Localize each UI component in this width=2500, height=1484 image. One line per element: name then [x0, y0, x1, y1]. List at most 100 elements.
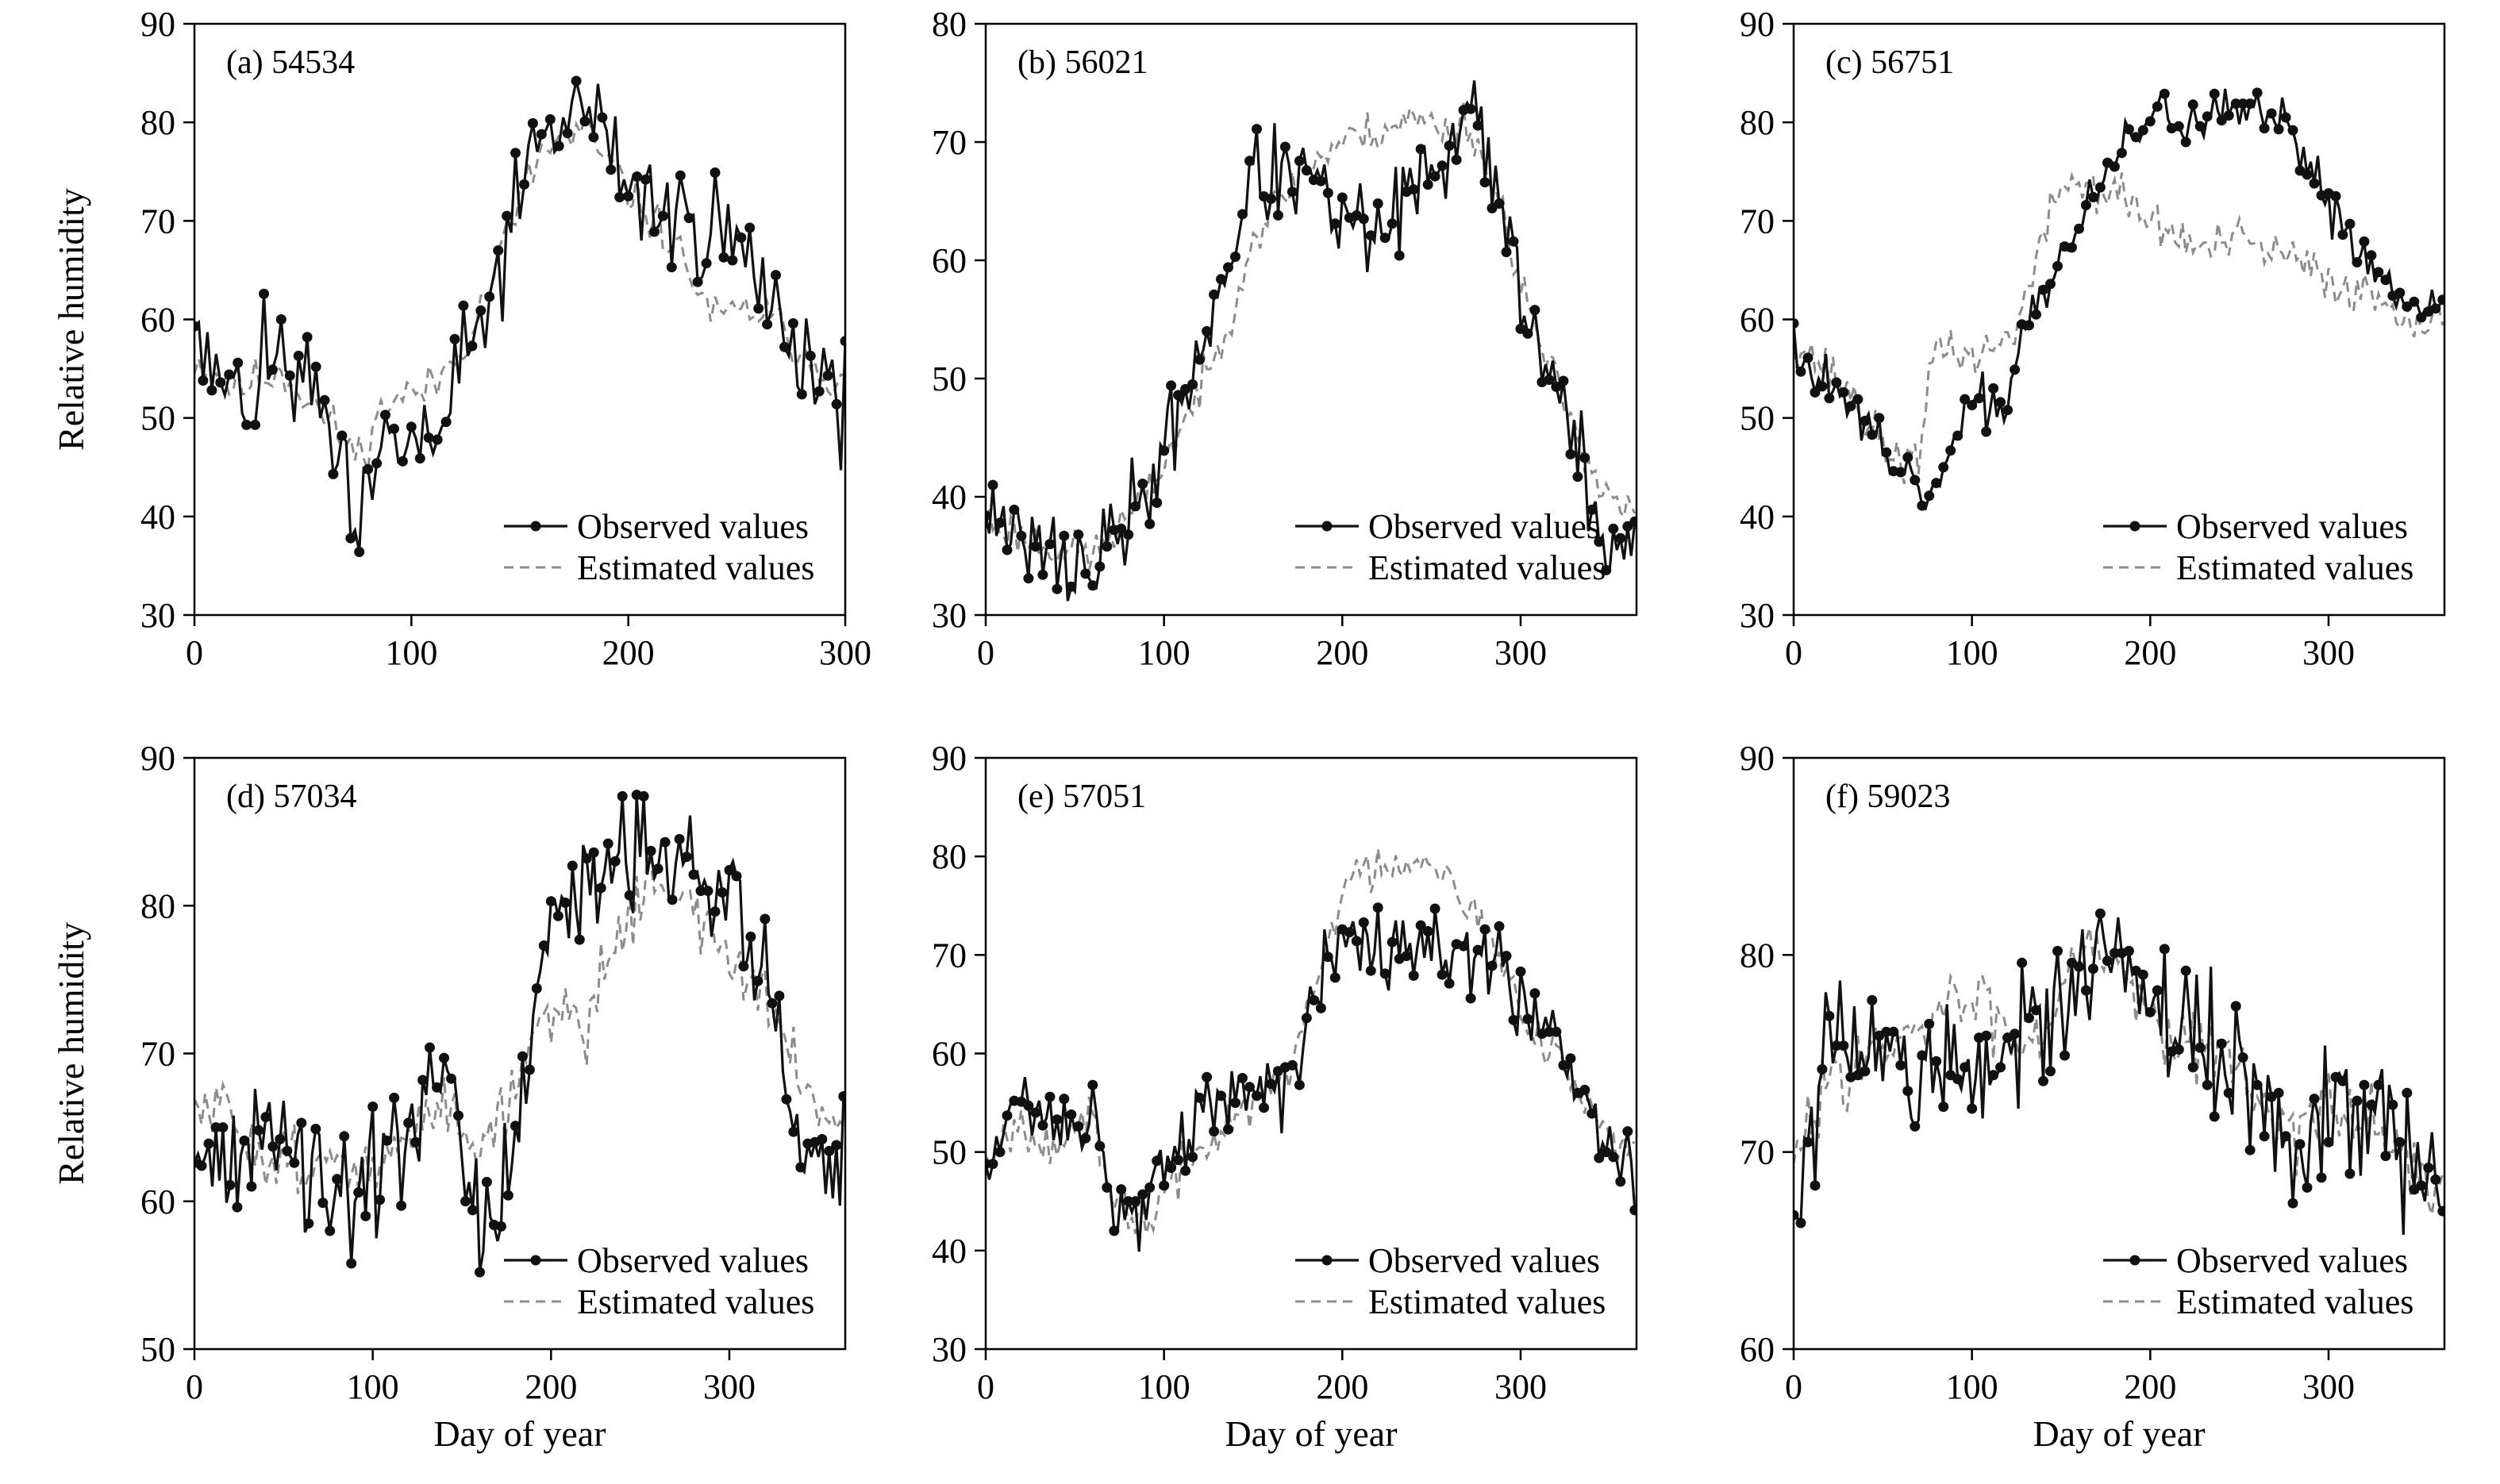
y-tick-label: 50: [140, 399, 175, 438]
observed-point: [731, 871, 742, 882]
estimated-series-line: [986, 102, 1637, 571]
observed-point: [2394, 1136, 2406, 1148]
observed-point: [1059, 530, 1070, 541]
observed-point: [2074, 223, 2084, 234]
observed-point: [432, 434, 443, 445]
x-tick-label: 100: [1946, 1367, 1998, 1406]
observed-point: [1579, 1084, 1590, 1095]
observed-point: [1902, 452, 1913, 463]
observed-point: [2109, 161, 2120, 172]
observed-point: [1329, 218, 1340, 229]
observed-point: [2273, 124, 2284, 135]
observed-point: [2045, 1066, 2056, 1077]
observed-point: [1579, 452, 1590, 463]
observed-point: [233, 357, 244, 368]
observed-point: [1910, 1121, 1921, 1132]
observed-point: [602, 838, 613, 849]
y-tick-label: 80: [140, 886, 175, 925]
observed-point: [1202, 1071, 1213, 1082]
observed-point: [1002, 544, 1013, 556]
observed-point: [1137, 479, 1148, 490]
observed-point: [2123, 945, 2134, 956]
observed-point: [1287, 186, 1298, 198]
observed-point: [1187, 1151, 1198, 1163]
observed-point: [1066, 581, 1077, 592]
observed-point: [2152, 101, 2163, 112]
observed-point: [717, 887, 728, 898]
observed-series-line: [1794, 913, 2444, 1236]
y-tick-label: 70: [140, 202, 175, 240]
observed-point: [1881, 447, 1892, 458]
observed-point: [397, 456, 408, 467]
observed-point: [1422, 926, 1433, 936]
observed-point: [1358, 213, 1369, 225]
observed-point: [1917, 500, 1928, 511]
observed-point: [1817, 1063, 1828, 1075]
observed-point: [2094, 182, 2106, 193]
observed-point: [571, 75, 582, 87]
y-tick-label: 90: [1740, 5, 1775, 44]
observed-point: [1130, 501, 1141, 512]
y-tick-label: 70: [1740, 1133, 1775, 1172]
observed-point: [1515, 966, 1526, 977]
x-axis-title: Day of year: [2033, 1413, 2205, 1454]
observed-point: [1173, 1155, 1184, 1166]
observed-point: [196, 1160, 207, 1171]
observed-point: [410, 1136, 421, 1148]
observed-point: [467, 340, 478, 352]
observed-point: [2437, 1205, 2444, 1217]
observed-point: [527, 117, 538, 129]
observed-point: [795, 1162, 806, 1173]
panel-title: (c) 56751: [1825, 44, 1954, 81]
observed-point: [380, 409, 390, 421]
observed-point: [241, 419, 252, 430]
observed-point: [787, 318, 798, 329]
observed-point: [771, 270, 781, 281]
observed-point: [2402, 1087, 2413, 1098]
observed-point: [987, 1159, 998, 1170]
observed-point: [544, 113, 556, 125]
legend-observed-marker: [2129, 1255, 2140, 1266]
observed-point: [1279, 141, 1290, 152]
x-tick-label: 100: [385, 633, 437, 672]
y-tick-label: 40: [932, 1232, 967, 1271]
observed-point: [2024, 320, 2034, 331]
observed-point: [2323, 1136, 2334, 1148]
observed-point: [215, 377, 226, 388]
observed-point: [2344, 1168, 2356, 1179]
legend-observed-marker: [1321, 1255, 1333, 1266]
observed-point: [353, 1187, 364, 1198]
legend-observed-label: Observed values: [2176, 507, 2408, 546]
observed-point: [317, 1198, 329, 1209]
observed-point: [1266, 194, 1276, 204]
observed-point: [1002, 1110, 1013, 1121]
observed-point: [624, 890, 635, 901]
observed-point: [2102, 955, 2113, 967]
x-tick-label: 200: [1316, 633, 1368, 672]
y-tick-label: 80: [140, 103, 175, 142]
observed-point: [2223, 110, 2234, 121]
observed-point: [1044, 539, 1056, 550]
observed-point: [467, 1205, 478, 1216]
observed-point: [1594, 536, 1605, 548]
observed-point: [1252, 1090, 1262, 1101]
observed-point: [2302, 169, 2313, 180]
observed-point: [674, 833, 685, 844]
observed-point: [267, 1141, 279, 1152]
observed-point: [510, 148, 521, 159]
y-tick-label: 90: [932, 739, 967, 778]
observed-point: [2373, 1079, 2384, 1090]
observed-point: [1794, 318, 1799, 329]
observed-point: [817, 1134, 828, 1144]
observed-point: [2359, 1079, 2370, 1090]
observed-point: [2010, 1028, 2021, 1040]
x-axis-title: Day of year: [1225, 1413, 1397, 1454]
observed-point: [517, 1051, 528, 1062]
observed-point: [762, 319, 773, 330]
observed-point: [574, 934, 585, 945]
observed-point: [1166, 380, 1177, 391]
observed-point: [2302, 1182, 2313, 1193]
observed-point: [796, 389, 807, 400]
observed-point: [1451, 154, 1462, 165]
observed-point: [481, 1177, 492, 1187]
